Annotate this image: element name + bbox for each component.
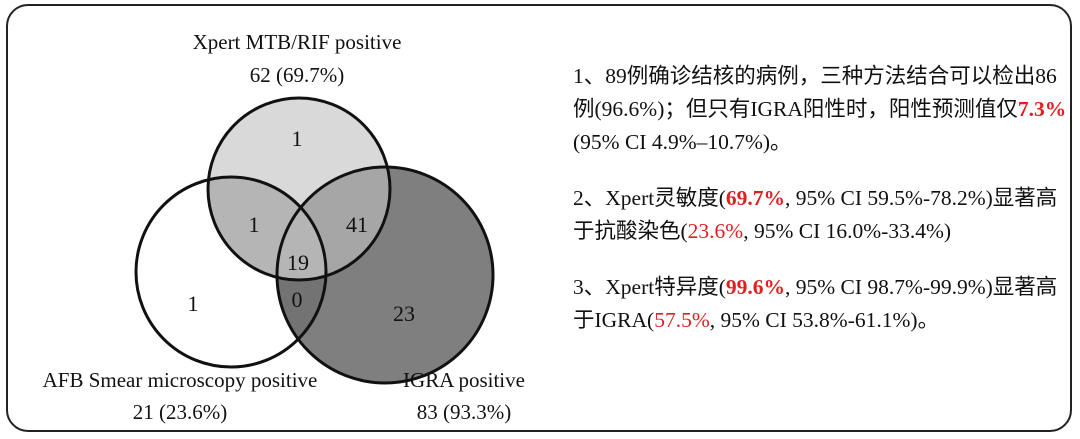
region-igra-only: 23 bbox=[393, 301, 415, 326]
note-1: 1、89例确诊结核的病例，三种方法结合可以检出86例(96.6%)；但只有IGR… bbox=[573, 60, 1068, 159]
note-1-ci: (95% CI 4.9%–10.7%)。 bbox=[573, 130, 792, 154]
note-2-afb-sensitivity: 23.6% bbox=[687, 219, 744, 243]
note-2-ci: , 95% CI 16.0%-33.4%) bbox=[743, 219, 952, 243]
note-1-text: 1、89例确诊结核的病例，三种方法结合可以检出86例(96.6%)；但只有IGR… bbox=[573, 64, 1057, 121]
afb-set-label: AFB Smear microscopy positive bbox=[43, 368, 318, 392]
region-afb-only: 1 bbox=[188, 291, 199, 316]
igra-outline bbox=[275, 165, 495, 385]
region-all-three: 19 bbox=[287, 250, 309, 275]
region-afb-igra: 0 bbox=[292, 287, 303, 312]
xpert-set-count: 62 (69.7%) bbox=[250, 63, 344, 87]
note-2-mid-text: , 95% CI 59.5%-78.2%)显著高于抗酸染色( bbox=[573, 186, 1058, 243]
findings-notes: 1、89例确诊结核的病例，三种方法结合可以检出86例(96.6%)；但只有IGR… bbox=[573, 60, 1068, 360]
slide-frame bbox=[6, 4, 1072, 432]
note-3-ci: , 95% CI 53.8%-61.1%)。 bbox=[709, 308, 940, 332]
note-1-ppv-value: 7.3% bbox=[1017, 97, 1067, 121]
afb-set-count: 21 (23.6%) bbox=[133, 400, 227, 424]
region-xpert-igra: 41 bbox=[346, 212, 368, 237]
note-3-xpert-specificity: 99.6% bbox=[725, 275, 785, 299]
note-2-xpert-sensitivity: 69.7% bbox=[725, 186, 785, 210]
note-3: 3、Xpert特异度(99.6%, 95% CI 98.7%-99.9%)显著高… bbox=[573, 271, 1068, 337]
igra-set-label: IGRA positive bbox=[403, 368, 525, 392]
note-2-text: 2、Xpert灵敏度( bbox=[573, 186, 726, 210]
afb-outline bbox=[134, 175, 328, 369]
xpert-set-label: Xpert MTB/RIF positive bbox=[193, 30, 402, 54]
venn-diagram: Xpert MTB/RIF positive 62 (69.7%) AFB Sm… bbox=[43, 30, 525, 424]
note-3-igra-specificity: 57.5% bbox=[654, 308, 710, 332]
igra-set-count: 83 (93.3%) bbox=[417, 400, 511, 424]
region-xpert-afb: 1 bbox=[249, 212, 260, 237]
note-3-text: 3、Xpert特异度( bbox=[573, 275, 726, 299]
xpert-outline bbox=[206, 96, 392, 282]
region-xpert-only: 1 bbox=[292, 126, 303, 151]
note-2: 2、Xpert灵敏度(69.7%, 95% CI 59.5%-78.2%)显著高… bbox=[573, 182, 1068, 248]
note-3-mid-text: , 95% CI 98.7%-99.9%)显著高于IGRA( bbox=[573, 275, 1058, 332]
